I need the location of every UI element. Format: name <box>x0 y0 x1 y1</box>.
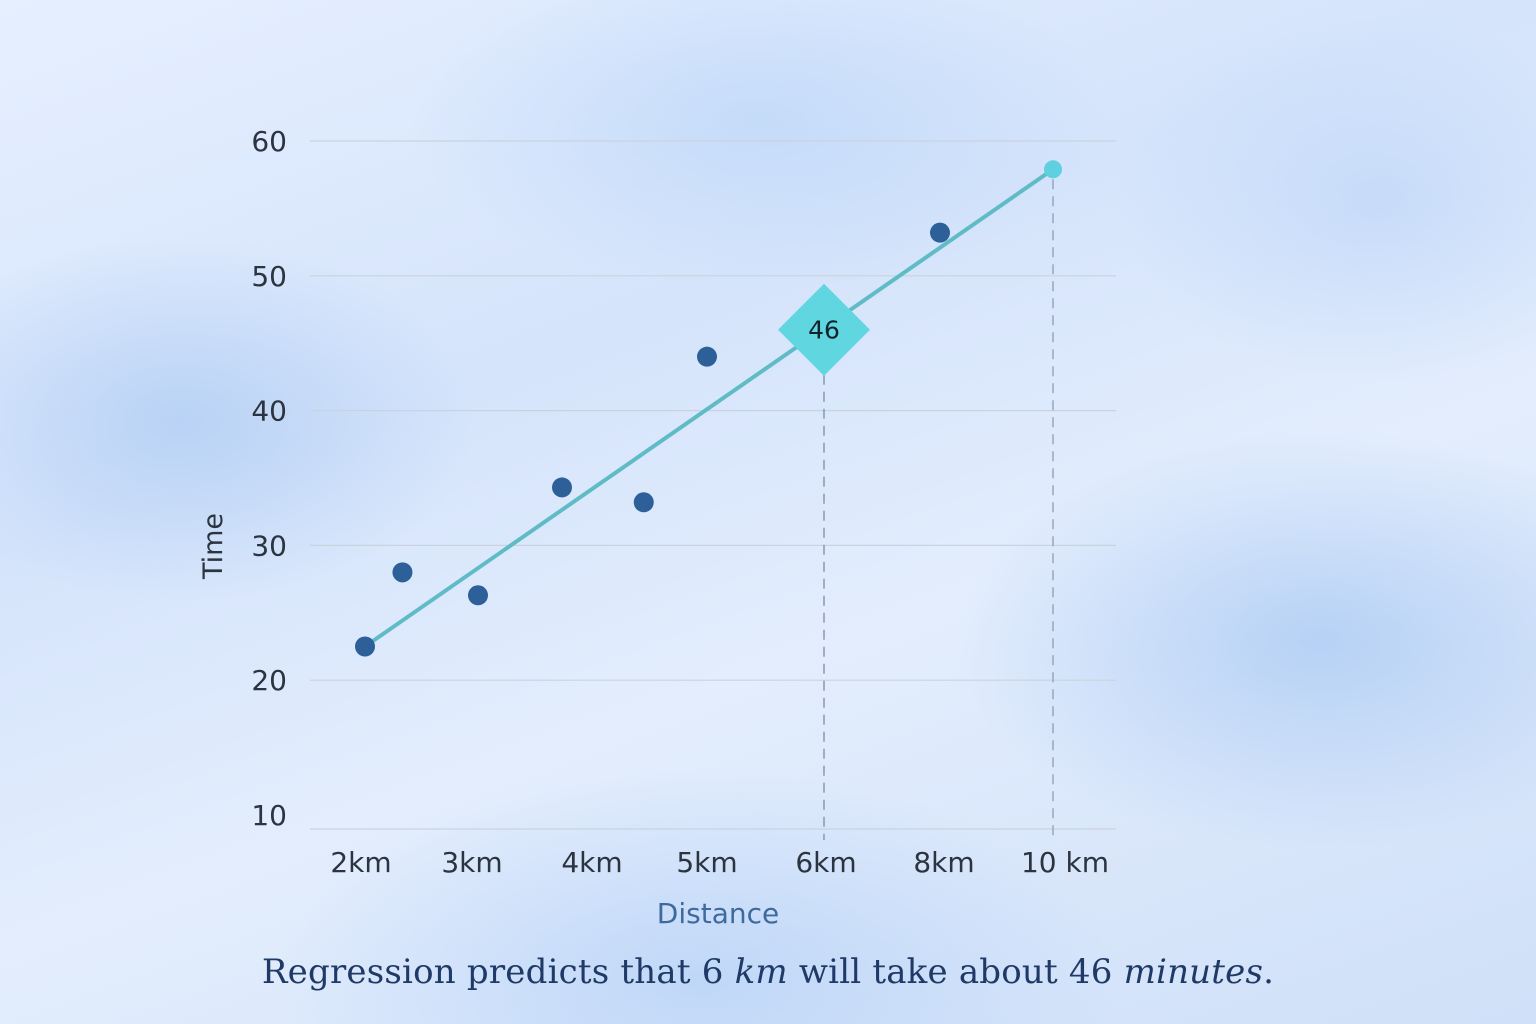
y-tick-label: 60 <box>251 125 287 158</box>
y-tick-label: 10 <box>251 799 287 832</box>
data-point <box>930 222 950 243</box>
regression-line <box>363 167 1055 649</box>
prediction-label: 46 <box>808 316 840 345</box>
grid-lines <box>310 140 1116 830</box>
y-axis-ticks: 60 50 40 30 20 10 <box>251 125 287 832</box>
x-tick-label: 3km <box>441 846 502 879</box>
prediction-marker: 46 <box>778 283 870 376</box>
data-point <box>468 585 488 606</box>
caption-unit-1: km <box>734 952 788 992</box>
guide-lines <box>823 179 1054 840</box>
y-axis-label: Time <box>198 513 229 580</box>
caption-unit-2: minutes <box>1123 952 1264 992</box>
x-tick-label: 4km <box>561 846 622 879</box>
x-tick-label: 8km <box>913 846 974 879</box>
data-point <box>355 636 375 657</box>
caption-text-3: . <box>1263 952 1275 992</box>
y-tick-label: 20 <box>251 664 287 697</box>
prediction-diamond <box>778 283 870 376</box>
y-tick-label: 50 <box>251 260 287 293</box>
x-axis-label: Distance <box>657 897 779 930</box>
y-tick-label: 40 <box>251 395 287 428</box>
regression-endpoint <box>1044 160 1062 179</box>
data-point <box>392 562 413 583</box>
caption-text-1: Regression predicts that 6 <box>261 952 735 992</box>
data-point <box>552 477 572 498</box>
data-point <box>697 346 717 367</box>
x-tick-label: 6km <box>795 846 856 879</box>
x-tick-label: 5km <box>676 846 737 879</box>
regression-line-group <box>363 160 1062 649</box>
chart-caption: Regression predicts that 6 km will take … <box>0 952 1536 992</box>
y-tick-label: 30 <box>251 529 287 562</box>
data-points <box>355 222 950 657</box>
caption-text-2: will take about 46 <box>787 952 1124 992</box>
x-tick-label: 2km <box>330 846 391 879</box>
x-tick-label: 10 km <box>1021 846 1109 879</box>
x-axis-ticks: 2km 3km 4km 5km 6km 8km 10 km <box>330 846 1109 879</box>
data-point <box>633 492 654 513</box>
